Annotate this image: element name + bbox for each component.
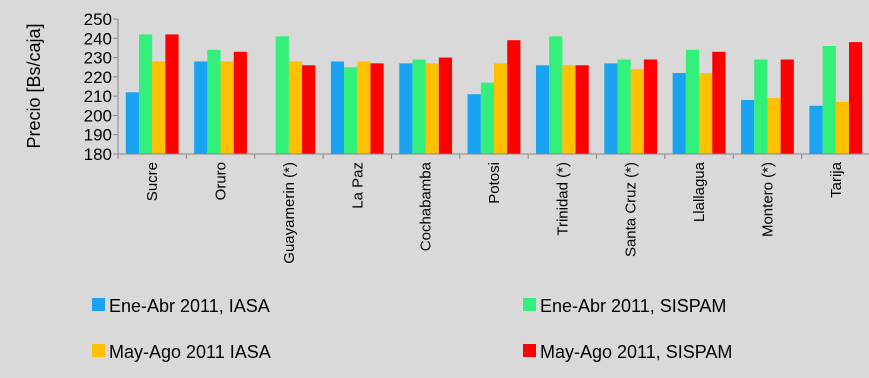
bar-2-sucre [138, 34, 153, 154]
x-tick-label: Santa Cruz (*) [623, 162, 640, 257]
bar-4-trinidad [575, 65, 589, 154]
y-tick-label: 210 [84, 87, 112, 106]
bar-4-guayamerin [302, 65, 316, 154]
bar-3-cochabamba [425, 63, 439, 154]
bar-4-potosi [507, 40, 521, 154]
y-tick-label: 240 [84, 29, 112, 48]
x-tick-label: La Paz [349, 162, 366, 209]
bar-1-cochabamba [399, 63, 413, 154]
legend-label: Ene-Abr 2011, SISPAM [540, 296, 726, 316]
bar-2-cochabamba [412, 59, 426, 154]
bar-1-llallagua [672, 73, 686, 154]
bar-4-la-paz [370, 63, 384, 154]
legend-swatch [523, 344, 536, 357]
bar-2-guayamerin [275, 36, 289, 154]
bar-2-montero [754, 59, 768, 154]
bar-4-santa-cruz [643, 59, 658, 154]
bar-2-potosi [480, 82, 494, 154]
bar-3-tarija [835, 101, 850, 154]
y-tick-label: 250 [84, 10, 112, 29]
bar-4-cochabamba [438, 57, 453, 154]
bar-1-montero [741, 100, 755, 154]
x-tick-label: Sucre [144, 162, 161, 201]
y-axis-label: Precio [Bs/caja] [24, 23, 44, 148]
legend-swatch [92, 344, 105, 357]
bar-3-oruro [220, 61, 234, 154]
bar-1-potosi [467, 94, 481, 154]
y-tick-label: 190 [84, 126, 112, 145]
legend-label: May-Ago 2011 IASA [109, 342, 271, 362]
bar-3-potosi [494, 63, 508, 154]
x-tick-label: Oruro [213, 162, 230, 200]
legend-swatch [523, 298, 536, 311]
bar-3-montero [767, 98, 781, 154]
bar-3-sucre [152, 61, 166, 154]
bar-3-santa-cruz [630, 69, 644, 154]
bar-1-santa-cruz [604, 63, 618, 154]
bar-1-tarija [809, 105, 823, 154]
x-tick-label: Potosi [486, 162, 503, 204]
bar-1-oruro [194, 61, 208, 154]
y-tick-label: 220 [84, 68, 112, 87]
bar-2-la-paz [344, 67, 358, 154]
bar-4-tarija [849, 42, 863, 154]
bar-4-montero [780, 59, 794, 154]
y-tick-label: 180 [84, 145, 112, 164]
bar-4-oruro [233, 51, 247, 154]
x-tick-label: Cochabamba [418, 161, 435, 251]
bar-2-oruro [207, 49, 221, 154]
bar-2-santa-cruz [617, 59, 631, 154]
bar-3-guayamerin [288, 61, 303, 154]
bar-3-la-paz [357, 61, 371, 154]
y-tick-label: 200 [84, 106, 112, 125]
bar-2-llallagua [685, 49, 700, 154]
bar-1-trinidad [535, 65, 550, 154]
x-tick-label: Trinidad (*) [554, 162, 571, 236]
x-tick-label: Montero (*) [760, 162, 777, 237]
bar-2-tarija [822, 46, 836, 154]
bar-2-trinidad [549, 36, 563, 154]
bar-3-trinidad [562, 65, 576, 154]
bar-1-sucre [125, 92, 139, 154]
legend-swatch [92, 298, 105, 311]
legend-label: May-Ago 2011, SISPAM [540, 342, 732, 362]
bar-4-llallagua [712, 51, 726, 154]
x-tick-label: Llallagua [691, 161, 708, 222]
x-tick-label: Tarija [828, 161, 845, 198]
legend-label: Ene-Abr 2011, IASA [109, 296, 270, 316]
x-tick-label: Guayamerin (*) [281, 162, 298, 264]
bar-4-sucre [165, 34, 179, 154]
bar-1-la-paz [330, 61, 345, 154]
y-tick-label: 230 [84, 49, 112, 68]
bar-3-llallagua [699, 73, 713, 154]
